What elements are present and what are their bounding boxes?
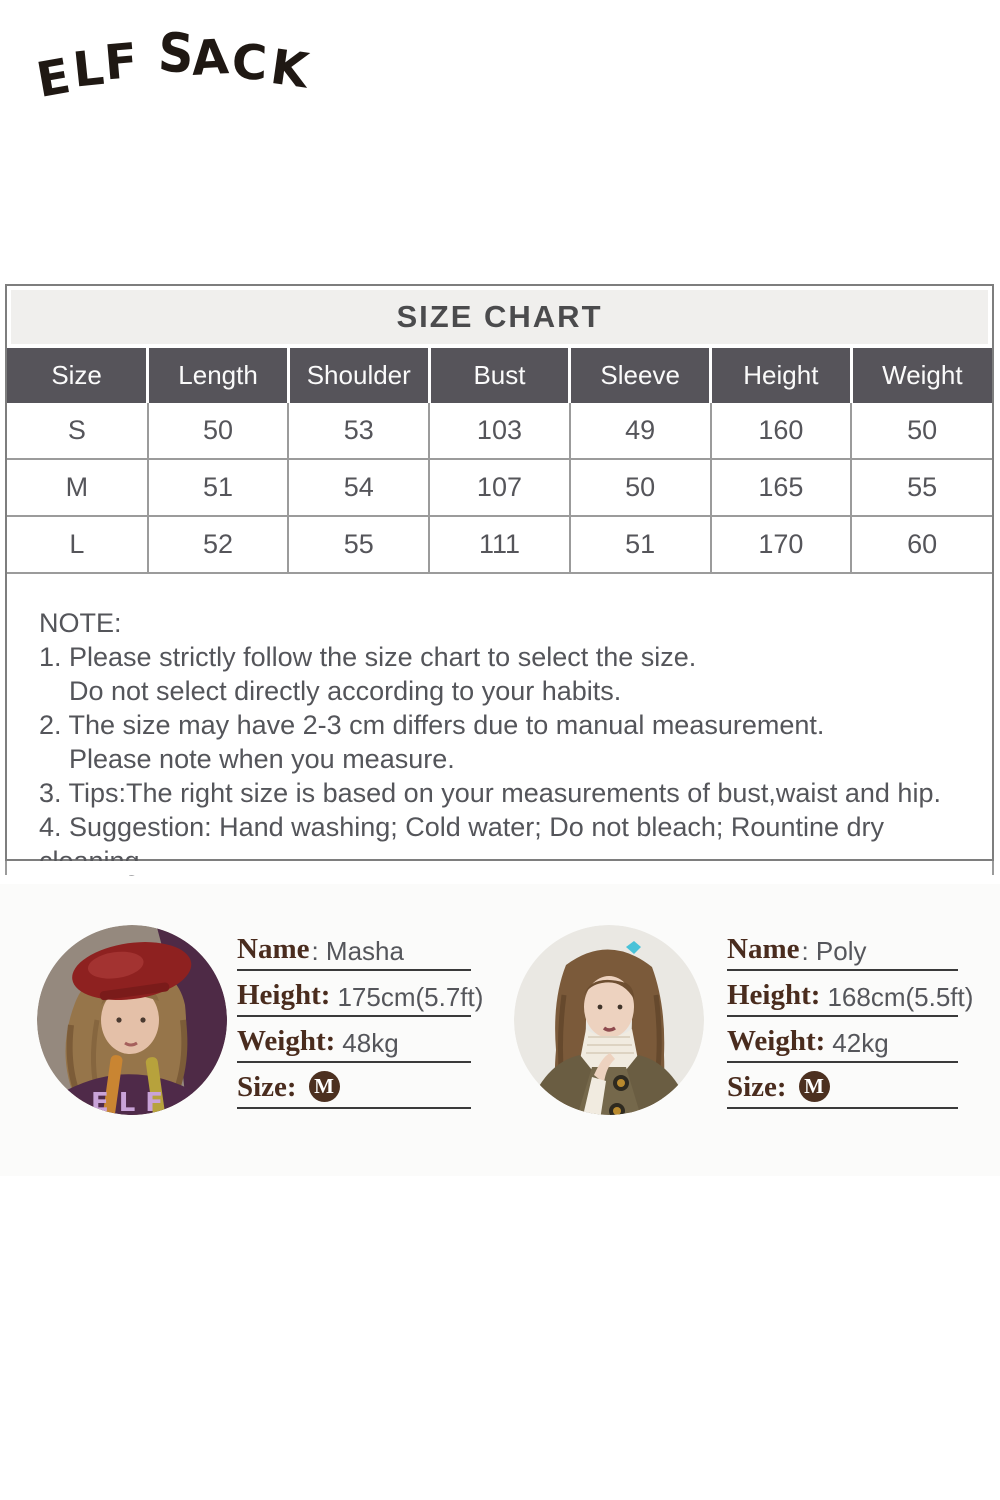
weight-value: 42kg — [832, 1028, 889, 1058]
size-chart-table: Size Length Shoulder Bust Sleeve Height … — [7, 348, 992, 574]
height-label: Height: — [237, 979, 331, 1011]
cell-value: 55 — [287, 515, 431, 574]
height-value: 168cm(5.5ft) — [827, 982, 974, 1012]
cell-value: 53 — [287, 403, 431, 460]
model-height-row: Height: 168cm(5.5ft) — [727, 971, 973, 1017]
size-chart-box: SIZE CHART Size Length Shoulder Bust Sle… — [5, 284, 994, 876]
size-label: Size: — [237, 1071, 297, 1103]
weight-value: 48kg — [342, 1028, 399, 1058]
cell-value: 60 — [850, 515, 992, 574]
logo-letter: F — [102, 32, 142, 92]
table-header-row: Size Length Shoulder Bust Sleeve Height … — [7, 348, 992, 403]
cell-value: 103 — [428, 403, 571, 460]
column-header-length: Length — [146, 348, 289, 403]
logo-letter: A — [189, 29, 231, 87]
name-label: Name — [727, 933, 800, 965]
name-value: : Poly — [801, 936, 867, 966]
model-photo-masha: ELF — [37, 925, 227, 1115]
cell-value: 51 — [146, 458, 290, 517]
cell-value: 160 — [709, 403, 853, 460]
model-name-row: Name : Poly — [727, 925, 958, 971]
shirt-text: ELF — [91, 1088, 173, 1115]
weight-label: Weight: — [727, 1025, 826, 1057]
size-label: Size: — [727, 1071, 787, 1103]
note-line-3: 3. Tips:The right size is based on your … — [39, 778, 941, 808]
height-label: Height: — [727, 979, 821, 1011]
cell-value: 52 — [146, 515, 290, 574]
size-chart-title: SIZE CHART — [11, 290, 988, 344]
model-photo-poly — [514, 925, 704, 1115]
cell-size: L — [7, 515, 149, 574]
column-header-size: Size — [7, 348, 148, 403]
column-header-height: Height — [709, 348, 852, 403]
note-heading: NOTE: — [39, 608, 122, 638]
model-size-row: Size: M — [237, 1063, 471, 1109]
table-row-s: S 50 53 103 49 160 50 — [7, 403, 992, 460]
cell-value: 50 — [568, 458, 712, 517]
name-value: : Masha — [311, 936, 404, 966]
height-value: 175cm(5.7ft) — [337, 982, 484, 1012]
poly-portrait-illustration — [514, 925, 704, 1115]
cell-value: 50 — [146, 403, 290, 460]
cell-value: 50 — [850, 403, 992, 460]
cell-value: 55 — [850, 458, 992, 517]
table-row-m: M 51 54 107 50 165 55 — [7, 458, 992, 517]
column-header-bust: Bust — [427, 348, 570, 403]
note-line-1b: Do not select directly according to your… — [69, 676, 622, 706]
model-height-row: Height: 175cm(5.7ft) — [237, 971, 483, 1017]
column-header-weight: Weight — [849, 348, 992, 403]
cell-value: 111 — [428, 515, 571, 574]
model-info-poly: Name : Poly Height: 168cm(5.5ft) Weight:… — [727, 925, 973, 1109]
cell-value: 51 — [568, 515, 712, 574]
note-section: NOTE: 1. Please strictly follow the size… — [7, 574, 992, 878]
cell-size: S — [7, 403, 149, 460]
column-header-sleeve: Sleeve — [568, 348, 711, 403]
logo-letter: C — [230, 34, 270, 92]
weight-label: Weight: — [237, 1025, 336, 1057]
name-label: Name — [237, 933, 310, 965]
models-section: ELF Name : Masha Height: 175cm(5.7ft) We… — [0, 884, 1000, 1176]
logo-letter: E — [32, 47, 76, 109]
model-weight-row: Weight: 42kg — [727, 1017, 958, 1063]
cell-value: 165 — [709, 458, 853, 517]
size-m-badge: M — [308, 1071, 340, 1102]
note-line-2b: Please note when you measure. — [69, 744, 455, 774]
model-size-row: Size: M — [727, 1063, 958, 1109]
note-line-2: 2. The size may have 2-3 cm differs due … — [39, 710, 825, 740]
model-name-row: Name : Masha — [237, 925, 471, 971]
model-info-masha: Name : Masha Height: 175cm(5.7ft) Weight… — [237, 925, 483, 1109]
cell-size: M — [7, 458, 149, 517]
masha-portrait-illustration: ELF — [37, 925, 227, 1115]
cell-value: 170 — [709, 515, 853, 574]
logo-letter: K — [267, 38, 313, 100]
empty-strip — [5, 861, 994, 875]
logo-letter: L — [70, 39, 108, 99]
table-row-l: L 52 55 111 51 170 60 — [7, 515, 992, 574]
cell-value: 49 — [568, 403, 712, 460]
cell-value: 107 — [428, 458, 571, 517]
cell-value: 54 — [287, 458, 431, 517]
brand-logo: ELF SACK — [33, 21, 313, 116]
model-weight-row: Weight: 48kg — [237, 1017, 471, 1063]
column-header-shoulder: Shoulder — [286, 348, 430, 403]
note-line-1: 1. Please strictly follow the size chart… — [39, 642, 697, 672]
size-m-badge: M — [798, 1071, 830, 1102]
